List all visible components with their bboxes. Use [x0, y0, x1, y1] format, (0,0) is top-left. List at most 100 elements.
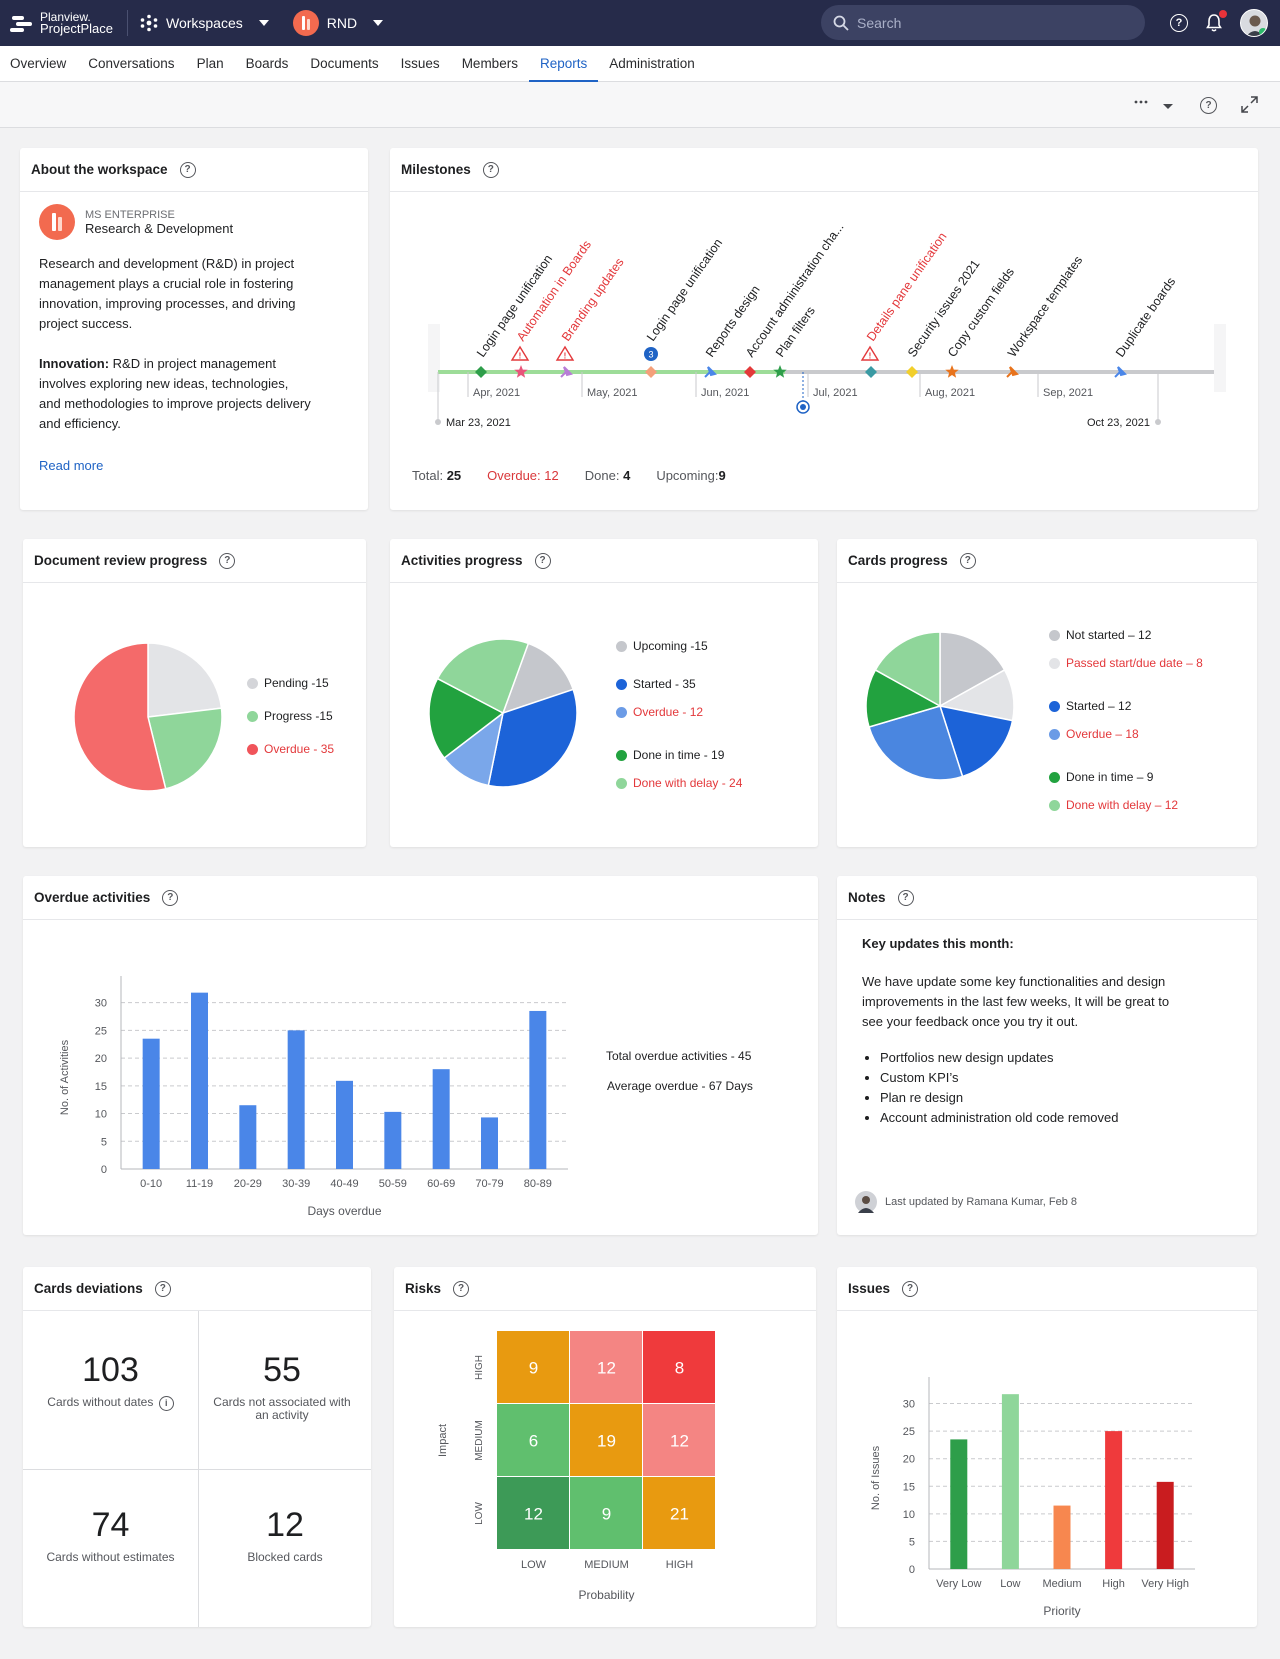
- column-label: LOW: [521, 1559, 547, 1571]
- workspace-switcher[interactable]: RND: [292, 10, 384, 36]
- stat-label-text: Cards without dates: [47, 1395, 154, 1409]
- upcoming-label: Upcoming:: [656, 468, 719, 483]
- card-header: Risks?: [394, 1267, 816, 1311]
- help-icon[interactable]: ?: [1200, 96, 1217, 114]
- issues-card: Issues? 0 5 10 15 20 25 30 Very Low Low Medium Hig…: [837, 1267, 1257, 1627]
- search-input[interactable]: [857, 14, 1117, 31]
- top-icons: ?: [1170, 9, 1268, 37]
- overdue-warning-icon: [510, 345, 530, 361]
- overdue-activities-card: Overdue activities? 0 5 10 15 20 25 30 0-10 11-1…: [23, 876, 818, 1235]
- help-icon[interactable]: ?: [902, 1280, 919, 1297]
- pie-slice: [939, 631, 1006, 708]
- total-label: Total:: [412, 468, 444, 483]
- search-box[interactable]: [821, 5, 1145, 40]
- pie-slice: [868, 705, 964, 781]
- row-label: LOW: [474, 1502, 485, 1525]
- milestones-timeline: Apr, 2021 May, 2021 Jun, 2021 Jul, 2021 Aug,…: [428, 220, 1226, 429]
- legend-label: Done in time - 19: [633, 748, 725, 762]
- more-options-icon[interactable]: [1134, 95, 1148, 112]
- deviations-grid: 103 Cards without dates i 55 Cards not a…: [23, 1311, 371, 1627]
- stat-number: 55: [263, 1351, 301, 1389]
- overdue-value: 12: [544, 468, 559, 483]
- risk-cell: [643, 1404, 715, 1476]
- tab-conversations[interactable]: Conversations: [88, 56, 175, 71]
- legend-label: Started – 12: [1066, 699, 1132, 713]
- notifications-bell-icon[interactable]: [1204, 10, 1227, 33]
- activities-pie: [428, 638, 578, 788]
- y-tick-label: 5: [909, 1536, 915, 1548]
- user-avatar[interactable]: [1240, 9, 1268, 37]
- milestone-count-badge: [644, 347, 658, 361]
- month-label: Sep, 2021: [1043, 387, 1093, 399]
- row-label: MEDIUM: [474, 1420, 485, 1461]
- risk-cell: [570, 1331, 642, 1403]
- milestone-marker: [475, 366, 487, 378]
- issues-chart: 0 5 10 15 20 25 30 Very Low Low Medium High Very Hi…: [870, 1377, 1195, 1618]
- warning-mark: !: [519, 352, 522, 361]
- tab-overview[interactable]: Overview: [10, 56, 67, 71]
- stat-number: 12: [266, 1506, 304, 1544]
- logo-mark-icon: [10, 12, 34, 34]
- milestone-marker: [865, 366, 877, 378]
- legend-swatch: [1049, 629, 1060, 641]
- start-dot: [435, 419, 441, 425]
- card-header: Document review progress?: [23, 539, 366, 583]
- notes-heading: Key updates this month:: [862, 936, 1014, 951]
- bar: [1156, 1481, 1174, 1569]
- chevron-down-icon: [373, 20, 384, 26]
- read-more-link[interactable]: Read more: [39, 458, 104, 473]
- legend-label: Done with delay – 12: [1066, 798, 1179, 812]
- risk-cell-value: 8: [675, 1359, 684, 1378]
- card-header: About the workspace?: [20, 148, 368, 192]
- help-icon[interactable]: ?: [154, 1280, 171, 1297]
- milestone-diamond-icon: [475, 366, 487, 378]
- milestone-marker: [773, 365, 787, 378]
- y-tick-label: 20: [95, 1053, 107, 1065]
- legend-swatch: [616, 678, 627, 690]
- tab-members[interactable]: Members: [461, 56, 518, 71]
- tab-administration[interactable]: Administration: [609, 56, 695, 71]
- milestone-pin-icon: [704, 366, 717, 378]
- expand-icon[interactable]: [1241, 96, 1258, 116]
- legend-swatch: [247, 677, 258, 689]
- help-icon[interactable]: ?: [534, 552, 551, 569]
- pie-slice: [428, 677, 505, 760]
- legend-item: Overdue – 18: [1049, 727, 1139, 741]
- tab-issues[interactable]: Issues: [400, 56, 440, 71]
- help-icon[interactable]: ?: [1170, 14, 1188, 32]
- tab-plan[interactable]: Plan: [196, 56, 224, 71]
- help-icon[interactable]: ?: [453, 1280, 470, 1297]
- help-icon[interactable]: ?: [162, 889, 179, 906]
- chevron-down-icon[interactable]: [1162, 99, 1174, 114]
- legend-swatch: [616, 749, 627, 761]
- milestone-marker: [945, 365, 959, 378]
- card-title: Milestones: [401, 162, 471, 177]
- average-overdue-text: Average overdue - 67 Days: [607, 1079, 753, 1093]
- x-tick-label: Very Low: [936, 1578, 981, 1590]
- help-icon[interactable]: ?: [179, 161, 196, 178]
- planview-logo[interactable]: Planview. ProjectPlace: [10, 11, 113, 35]
- help-icon[interactable]: ?: [897, 889, 914, 906]
- y-tick-label: 5: [101, 1136, 107, 1148]
- milestone-marker: [744, 366, 756, 378]
- tab-reports[interactable]: Reports: [528, 46, 599, 82]
- card-title: Overdue activities: [34, 890, 151, 905]
- info-icon[interactable]: i: [158, 1396, 174, 1411]
- list-item: Account administration old code removed: [880, 1108, 1232, 1128]
- milestone-diamond-icon: [645, 366, 657, 378]
- overdue-label: Overdue:: [487, 468, 541, 483]
- help-icon[interactable]: ?: [219, 552, 236, 569]
- milestone-pin-icon: [1114, 366, 1127, 378]
- legend-label: Progress -15: [264, 709, 333, 723]
- workspaces-label: Workspaces: [165, 15, 243, 31]
- help-icon[interactable]: ?: [482, 161, 499, 178]
- x-tick-label: 0-10: [140, 1178, 162, 1190]
- tab-documents[interactable]: Documents: [310, 56, 379, 71]
- milestone-label: Duplicate boards: [1113, 275, 1178, 360]
- milestone-marker: [645, 366, 657, 378]
- workspaces-menu[interactable]: Workspaces: [140, 14, 269, 32]
- blocked-cards-stat: 12 Blocked cards: [199, 1506, 371, 1564]
- tab-boards[interactable]: Boards: [245, 56, 289, 71]
- warning-mark: !: [564, 352, 567, 361]
- help-icon[interactable]: ?: [959, 552, 976, 569]
